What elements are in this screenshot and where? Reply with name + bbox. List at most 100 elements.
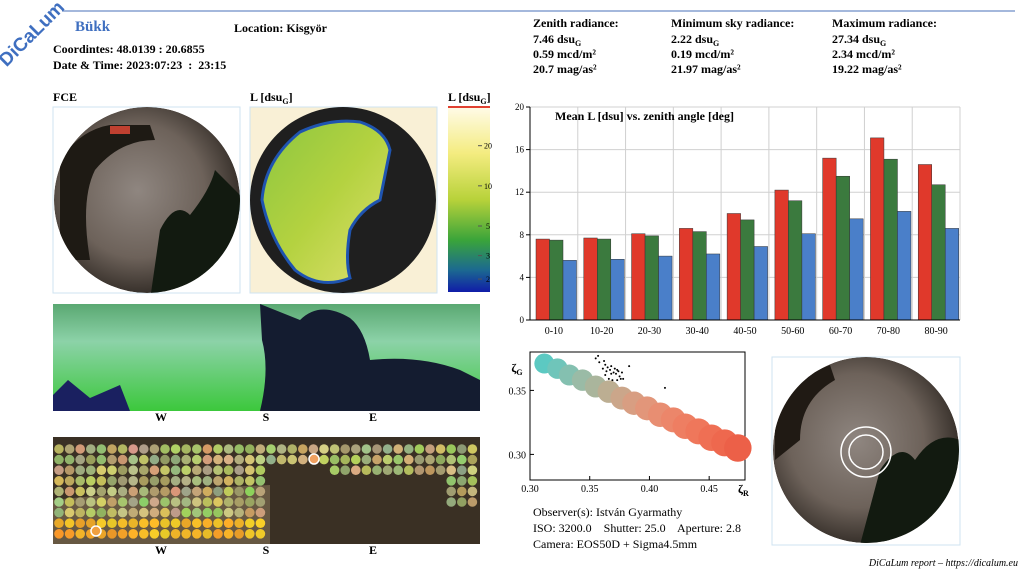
grid-dot: [86, 444, 96, 454]
grid-dot: [266, 444, 276, 454]
direction-label: S: [263, 410, 270, 424]
grid-dot: [467, 497, 478, 507]
highlight-dot: [90, 525, 102, 537]
x-tick-label: 80-90: [924, 326, 947, 337]
grid-dot: [64, 529, 75, 539]
star-point: [610, 372, 613, 375]
grid-dot: [382, 444, 393, 454]
grid-dot: [160, 518, 170, 528]
grid-dot: [467, 486, 478, 497]
bar: [740, 219, 755, 321]
grid-dot: [96, 444, 107, 454]
grid-dot: [192, 454, 202, 465]
panorama-left-trees: [53, 380, 130, 411]
bar: [753, 246, 768, 321]
grid-dot: [54, 465, 64, 476]
grid-dot: [223, 476, 234, 486]
grid-dot: [255, 476, 266, 486]
radiance-title: Minimum sky radiance:: [671, 16, 794, 30]
grid-dot: [128, 507, 138, 518]
bar: [726, 213, 741, 321]
grid-dot: [234, 497, 244, 507]
star-point: [609, 368, 612, 371]
grid-dot: [255, 518, 266, 528]
grid-dot: [213, 497, 223, 507]
grid-dot: [75, 476, 85, 486]
highlight-dot: [308, 453, 320, 465]
grid-dot: [340, 465, 351, 476]
grid-dot: [139, 454, 149, 465]
value-sub: G: [575, 39, 581, 48]
bar: [562, 260, 577, 321]
grid-dot: [160, 486, 170, 497]
star-point: [613, 367, 616, 370]
grid-dot: [234, 507, 244, 518]
grid-dot: [117, 529, 128, 539]
bar: [931, 184, 946, 321]
grid-dot: [340, 444, 351, 454]
grid-dot: [425, 454, 435, 465]
grid-dot: [54, 476, 64, 486]
grid-dot: [54, 454, 64, 465]
grid-dot: [351, 454, 361, 465]
grid-dot: [86, 476, 96, 486]
grid-dot: [54, 518, 64, 528]
radiance-dsu: 2.22 dsuG: [671, 32, 719, 48]
grid-dot: [245, 507, 255, 518]
grid-dot: [170, 497, 181, 507]
grid-dot: [351, 444, 361, 454]
grid-dot: [181, 529, 191, 539]
grid-dot: [202, 507, 213, 518]
grid-dot: [75, 497, 85, 507]
grid-dot: [467, 454, 478, 465]
grid-dot: [255, 497, 266, 507]
grid-dot: [202, 444, 213, 454]
grid-dot: [192, 465, 202, 476]
grid-dot: [107, 465, 117, 476]
bar: [849, 218, 864, 321]
grid-dot: [255, 486, 266, 497]
grid-dot: [446, 476, 457, 486]
grid-dot: [467, 444, 478, 454]
value-sub: G: [880, 39, 886, 48]
grid-dot: [245, 486, 255, 497]
grid-dot: [393, 444, 404, 454]
x-tick-label: 10-20: [590, 326, 613, 337]
grid-dot: [160, 497, 170, 507]
grid-dot: [64, 444, 75, 454]
grid-dot: [234, 529, 244, 539]
grid-dot: [382, 465, 393, 476]
grid-dot: [223, 486, 234, 497]
grid-dot: [96, 486, 107, 497]
grid-dot: [170, 444, 181, 454]
grid-dot: [202, 529, 213, 539]
grid-dot: [139, 497, 149, 507]
grid-dot: [223, 497, 234, 507]
label-end: ]: [487, 90, 491, 104]
grid-dot: [54, 529, 64, 539]
bar: [583, 237, 598, 321]
grid-dot: [446, 497, 457, 507]
grid-dot: [86, 507, 96, 518]
y-tick-label: 20: [515, 102, 525, 112]
grid-dot: [213, 465, 223, 476]
grid-dot: [223, 518, 234, 528]
grid-dot: [117, 486, 128, 497]
grid-dot: [96, 465, 107, 476]
grid-dot: [107, 454, 117, 465]
grid-dot: [117, 518, 128, 528]
coordinates: Coordintes: 48.0139 : 20.6855: [53, 42, 205, 56]
grid-dot: [117, 454, 128, 465]
y-tick-label: 16: [515, 145, 525, 155]
grid-dot: [107, 518, 117, 528]
grid-dot: [170, 465, 181, 476]
grid-dot: [160, 454, 170, 465]
grid-dot: [181, 518, 191, 528]
grid-dot: [128, 476, 138, 486]
grid-dot: [202, 497, 213, 507]
grid-dot: [446, 486, 457, 497]
grid-dot: [128, 486, 138, 497]
y-tick-label: 0: [520, 315, 525, 325]
bar: [679, 228, 694, 321]
label-text: L [dsu: [448, 90, 481, 104]
